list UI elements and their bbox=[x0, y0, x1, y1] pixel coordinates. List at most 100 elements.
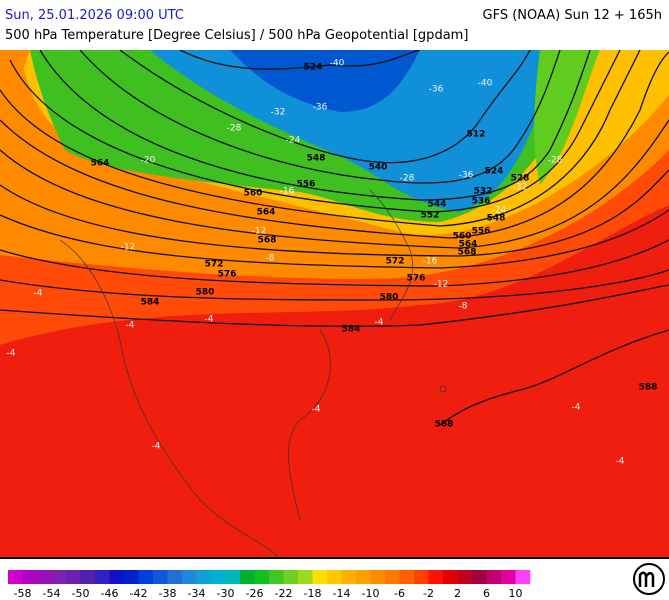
valid-time: Sun, 25.01.2026 09:00 UTC bbox=[5, 8, 184, 23]
height-label: 568 bbox=[258, 236, 277, 246]
colorbar-label: 2 bbox=[454, 587, 461, 600]
colorbar-label: -42 bbox=[130, 587, 148, 600]
temperature-label: -28 bbox=[548, 156, 563, 166]
colorbar-swatch bbox=[385, 570, 400, 584]
colorbar-label: -22 bbox=[275, 587, 293, 600]
colorbar-label: -6 bbox=[394, 587, 405, 600]
height-label: 512 bbox=[467, 130, 486, 140]
temperature-label: -8 bbox=[266, 254, 275, 264]
temperature-label: -4 bbox=[572, 403, 581, 413]
colorbar-swatch bbox=[8, 570, 23, 584]
height-label: 560 bbox=[453, 232, 472, 242]
height-label: 572 bbox=[205, 260, 224, 270]
colorbar-label: -58 bbox=[14, 587, 32, 600]
coastlines bbox=[59, 189, 447, 558]
temperature-label: -36 bbox=[459, 171, 474, 181]
temperature-label: -12 bbox=[252, 227, 267, 237]
colorbar-swatch bbox=[327, 570, 342, 584]
temperature-label: -24 bbox=[492, 206, 507, 216]
colorbar-swatch bbox=[414, 570, 429, 584]
temperature-label: -12 bbox=[121, 243, 136, 253]
colorbar-swatch bbox=[341, 570, 357, 584]
height-label: 552 bbox=[421, 211, 440, 221]
height-label: 540 bbox=[369, 163, 388, 173]
colorbar-label: -10 bbox=[362, 587, 380, 600]
height-label: 536 bbox=[472, 197, 491, 207]
colorbar-swatch bbox=[37, 570, 52, 584]
colorbar-swatch bbox=[269, 570, 284, 584]
temperature-label: -20 bbox=[141, 156, 156, 166]
colorbar-label: -2 bbox=[423, 587, 434, 600]
height-label: 580 bbox=[196, 288, 215, 298]
height-label: 524 bbox=[304, 63, 323, 73]
colorbar-swatch bbox=[211, 570, 226, 584]
height-label: 524 bbox=[485, 167, 504, 177]
height-label: 548 bbox=[307, 154, 326, 164]
colorbar-swatch bbox=[196, 570, 212, 584]
height-label: 588 bbox=[639, 383, 658, 393]
height-label: 576 bbox=[218, 270, 237, 280]
height-label: 560 bbox=[244, 189, 263, 199]
colorbar-swatch bbox=[515, 570, 531, 584]
colorbar-swatch bbox=[225, 570, 241, 584]
temperature-label: -40 bbox=[330, 59, 345, 69]
height-label: 576 bbox=[407, 274, 426, 284]
colorbar-swatch bbox=[66, 570, 81, 584]
temperature-label: -4 bbox=[152, 442, 161, 452]
colorbar-label: -54 bbox=[43, 587, 61, 600]
colorbar-swatch bbox=[501, 570, 516, 584]
colorbar-swatch bbox=[240, 570, 255, 584]
height-label: 532 bbox=[474, 187, 493, 197]
colorbar-swatch bbox=[80, 570, 96, 584]
temperature-label: -16 bbox=[280, 187, 295, 197]
logo bbox=[633, 563, 665, 595]
temperature-label: -8 bbox=[459, 302, 468, 312]
colorbar-label: -50 bbox=[72, 587, 90, 600]
colorbar-swatch bbox=[22, 570, 38, 584]
height-label: 568 bbox=[458, 248, 477, 258]
colorbar-swatch bbox=[167, 570, 183, 584]
height-label: 544 bbox=[428, 200, 447, 210]
colorbar-swatch bbox=[138, 570, 154, 584]
colorbar-swatch bbox=[109, 570, 125, 584]
temperature-label: -28 bbox=[227, 124, 242, 134]
colorbar-swatch bbox=[428, 570, 444, 584]
height-label: 584 bbox=[141, 298, 160, 308]
height-label: 588 bbox=[435, 420, 454, 430]
colorbar-label: -18 bbox=[304, 587, 322, 600]
colorbar-swatch bbox=[370, 570, 386, 584]
colorbar-swatch bbox=[312, 570, 328, 584]
temperature-label: -4 bbox=[205, 315, 214, 325]
temperature-label: -32 bbox=[513, 183, 528, 193]
height-label: 564 bbox=[459, 240, 478, 250]
temperature-label: -32 bbox=[271, 108, 286, 118]
temperature-label: -24 bbox=[286, 136, 301, 146]
temperature-label: -28 bbox=[400, 174, 415, 184]
colorbar-label: 6 bbox=[483, 587, 490, 600]
temperature-label: -4 bbox=[7, 349, 16, 359]
colorbar-label: 10 bbox=[509, 587, 523, 600]
colorbar-swatch bbox=[457, 570, 473, 584]
temperature-label: -4 bbox=[616, 457, 625, 467]
colorbar-swatch bbox=[51, 570, 67, 584]
map bbox=[0, 50, 669, 558]
temperature-label: -4 bbox=[126, 321, 135, 331]
colorbar-swatch bbox=[182, 570, 197, 584]
height-label: 564 bbox=[257, 208, 276, 218]
temperature-label: -36 bbox=[313, 103, 328, 113]
model-run: GFS (NOAA) Sun 12 + 165h bbox=[483, 8, 662, 23]
height-label: 528 bbox=[511, 174, 530, 184]
colorbar-swatch bbox=[153, 570, 168, 584]
colorbar-label: -34 bbox=[188, 587, 206, 600]
colorbar-label: -14 bbox=[333, 587, 351, 600]
colorbar-swatch bbox=[472, 570, 487, 584]
height-label: 572 bbox=[386, 257, 405, 267]
height-label: 580 bbox=[380, 293, 399, 303]
colorbar-swatch bbox=[254, 570, 270, 584]
colorbar-label: -30 bbox=[217, 587, 235, 600]
height-label: 584 bbox=[342, 325, 361, 335]
colorbar-label: -26 bbox=[246, 587, 264, 600]
colorbar-swatch bbox=[95, 570, 110, 584]
